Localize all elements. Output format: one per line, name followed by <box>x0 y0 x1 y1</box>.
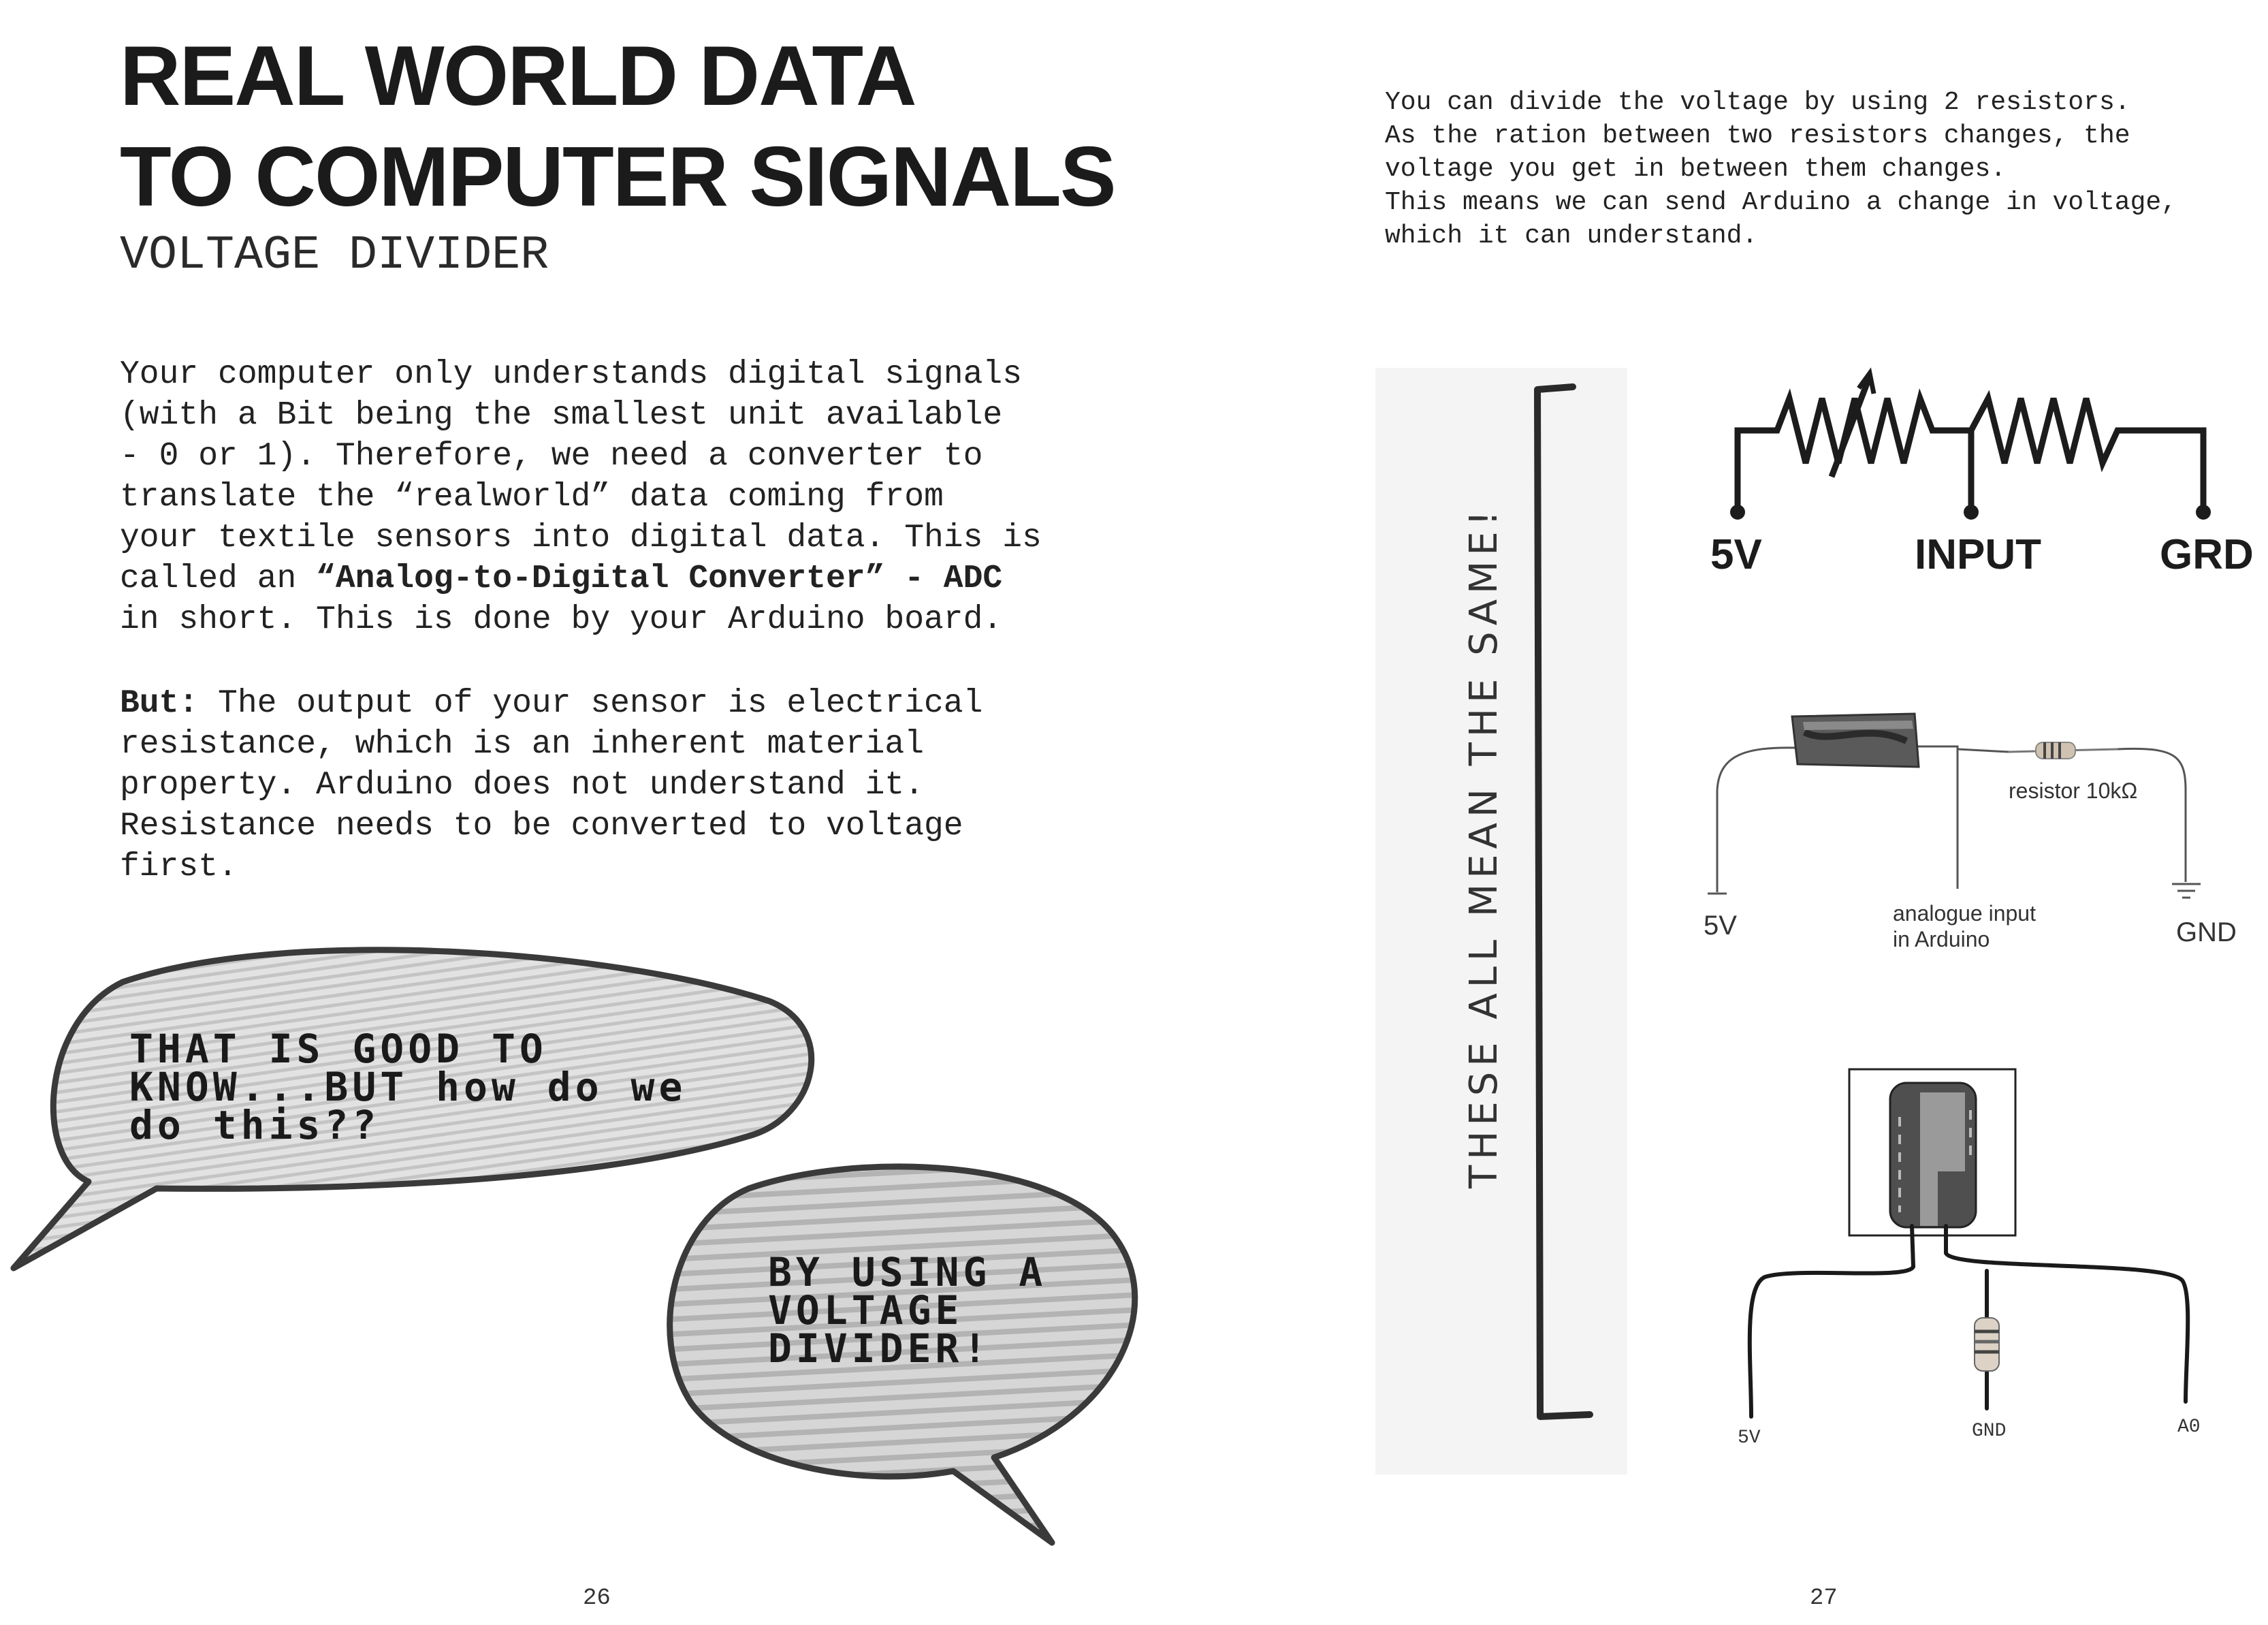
bracket-line <box>1534 383 1593 1420</box>
paragraph-line: your textile sensors into digital data. … <box>120 520 1042 556</box>
paragraph-line: in short. This is done by your Arduino b… <box>120 601 1003 638</box>
paragraph-line: resistance, which is an inherent materia… <box>120 726 924 763</box>
but-label: But: <box>120 685 199 722</box>
terminal-input <box>1964 505 1979 520</box>
bubble-line: do this?? <box>129 1102 381 1148</box>
sensor-label-a0: A0 <box>2177 1417 2201 1438</box>
paragraph-line: translate the “realworld” data coming fr… <box>120 479 944 516</box>
arrow-head <box>1857 367 1876 394</box>
terminal-grd <box>2196 505 2211 520</box>
handwritten-note: THESE ALL MEAN THE SAME! <box>1462 505 1506 1189</box>
sensor-label-5v: 5V <box>1738 1427 1761 1449</box>
bubble-line: BY USING A <box>768 1249 1047 1295</box>
page-subtitle: VOLTAGE DIVIDER <box>120 229 549 283</box>
pressure-sensor-image <box>1889 1082 1977 1229</box>
wire-5v-sensor <box>1747 1224 1916 1419</box>
schematic-label-grd: GRD <box>2160 531 2254 578</box>
sensor-wires <box>1747 1224 2190 1419</box>
paragraph-text: The output of your sensor is electrical <box>198 685 983 722</box>
paragraph-line: Your computer only understands digital s… <box>120 356 1023 393</box>
intro-line: voltage you get in between them changes. <box>1385 155 2007 184</box>
wire-mid <box>1913 745 1959 889</box>
wire-5v <box>1716 746 1798 892</box>
wire-gnd <box>2117 747 2187 882</box>
title-line-2: TO COMPUTER SIGNALS <box>120 130 1117 224</box>
paragraph-line: Resistance needs to be converted to volt… <box>120 808 963 845</box>
intro-paragraph: Your computer only understands digital s… <box>120 354 1042 640</box>
page-title: REAL WORLD DATA TO COMPUTER SIGNALS <box>120 26 1117 227</box>
paragraph-text: called an <box>120 561 317 597</box>
bubble-answer-text: BY USING A VOLTAGE DIVIDER! <box>768 1249 1047 1372</box>
resistance-paragraph: But: The output of your sensor is electr… <box>120 683 983 887</box>
bubble-line: DIVIDER! <box>768 1325 991 1372</box>
adc-term: “Analog-to-Digital Converter” - ADC <box>316 561 1003 597</box>
sketch-paper <box>1375 368 1627 1474</box>
analog-input-label-2: in Arduino <box>1893 927 1990 951</box>
speech-bubble-answer <box>667 1163 1138 1546</box>
intro-line: As the ration between two resistors chan… <box>1385 121 2130 151</box>
paragraph-line: property. Arduino does not understand it… <box>120 767 924 804</box>
textile-sensor-image <box>1791 712 1920 768</box>
wiring-diagram <box>1708 745 2201 899</box>
paragraph-line: (with a Bit being the smallest unit avai… <box>120 397 1003 434</box>
paragraph-line: called an “Analog-to-Digital Converter” … <box>120 558 1042 599</box>
bubble-line: THAT IS GOOD TO <box>129 1026 547 1072</box>
intro-line: This means we can send Arduino a change … <box>1385 188 2177 217</box>
speech-bubble-question <box>10 947 815 1272</box>
bubble-line: VOLTAGE <box>768 1287 963 1334</box>
wire-a0-sensor <box>1944 1224 2190 1404</box>
resistor-2 <box>1968 390 2207 511</box>
paragraph-line: But: The output of your sensor is electr… <box>120 683 983 724</box>
schematic-label-5v: 5V <box>1710 531 1762 578</box>
wiring-label-gnd: GND <box>2176 917 2237 947</box>
resistor-label: resistor 10kΩ <box>2009 778 2137 803</box>
sensor-resistor-image <box>1974 1317 2000 1372</box>
title-line-1: REAL WORLD DATA <box>120 29 917 123</box>
intro-line: which it can understand. <box>1385 221 1758 251</box>
terminal-5v <box>1730 505 1745 520</box>
analog-input-label-1: analogue input <box>1893 901 2036 926</box>
schematic-label-input: INPUT <box>1915 531 2041 578</box>
paragraph-line: - 0 or 1). Therefore, we need a converte… <box>120 438 983 475</box>
resistor-component-image <box>2008 742 2118 759</box>
voltage-divider-schematic <box>1734 367 2207 511</box>
page-number-right: 27 <box>1810 1585 1838 1611</box>
bubble-question-text: THAT IS GOOD TO KNOW...BUT how do we do th… <box>129 1026 687 1148</box>
bubble-line: KNOW...BUT how do we <box>129 1064 687 1110</box>
wiring-label-5v: 5V <box>1704 911 1737 941</box>
intro-line: You can divide the voltage by using 2 re… <box>1385 88 2130 117</box>
right-intro-text: You can divide the voltage by using 2 re… <box>1385 86 2177 253</box>
page-number-left: 26 <box>583 1585 611 1611</box>
sensor-label-gnd: GND <box>1972 1421 2006 1442</box>
potentiometer-arrow <box>1828 377 1872 478</box>
wire-to-resistor <box>1957 748 2009 753</box>
paragraph-line: first. <box>120 849 238 885</box>
